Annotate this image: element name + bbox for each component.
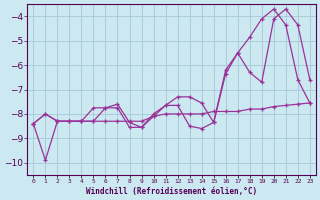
X-axis label: Windchill (Refroidissement éolien,°C): Windchill (Refroidissement éolien,°C) [86, 187, 257, 196]
